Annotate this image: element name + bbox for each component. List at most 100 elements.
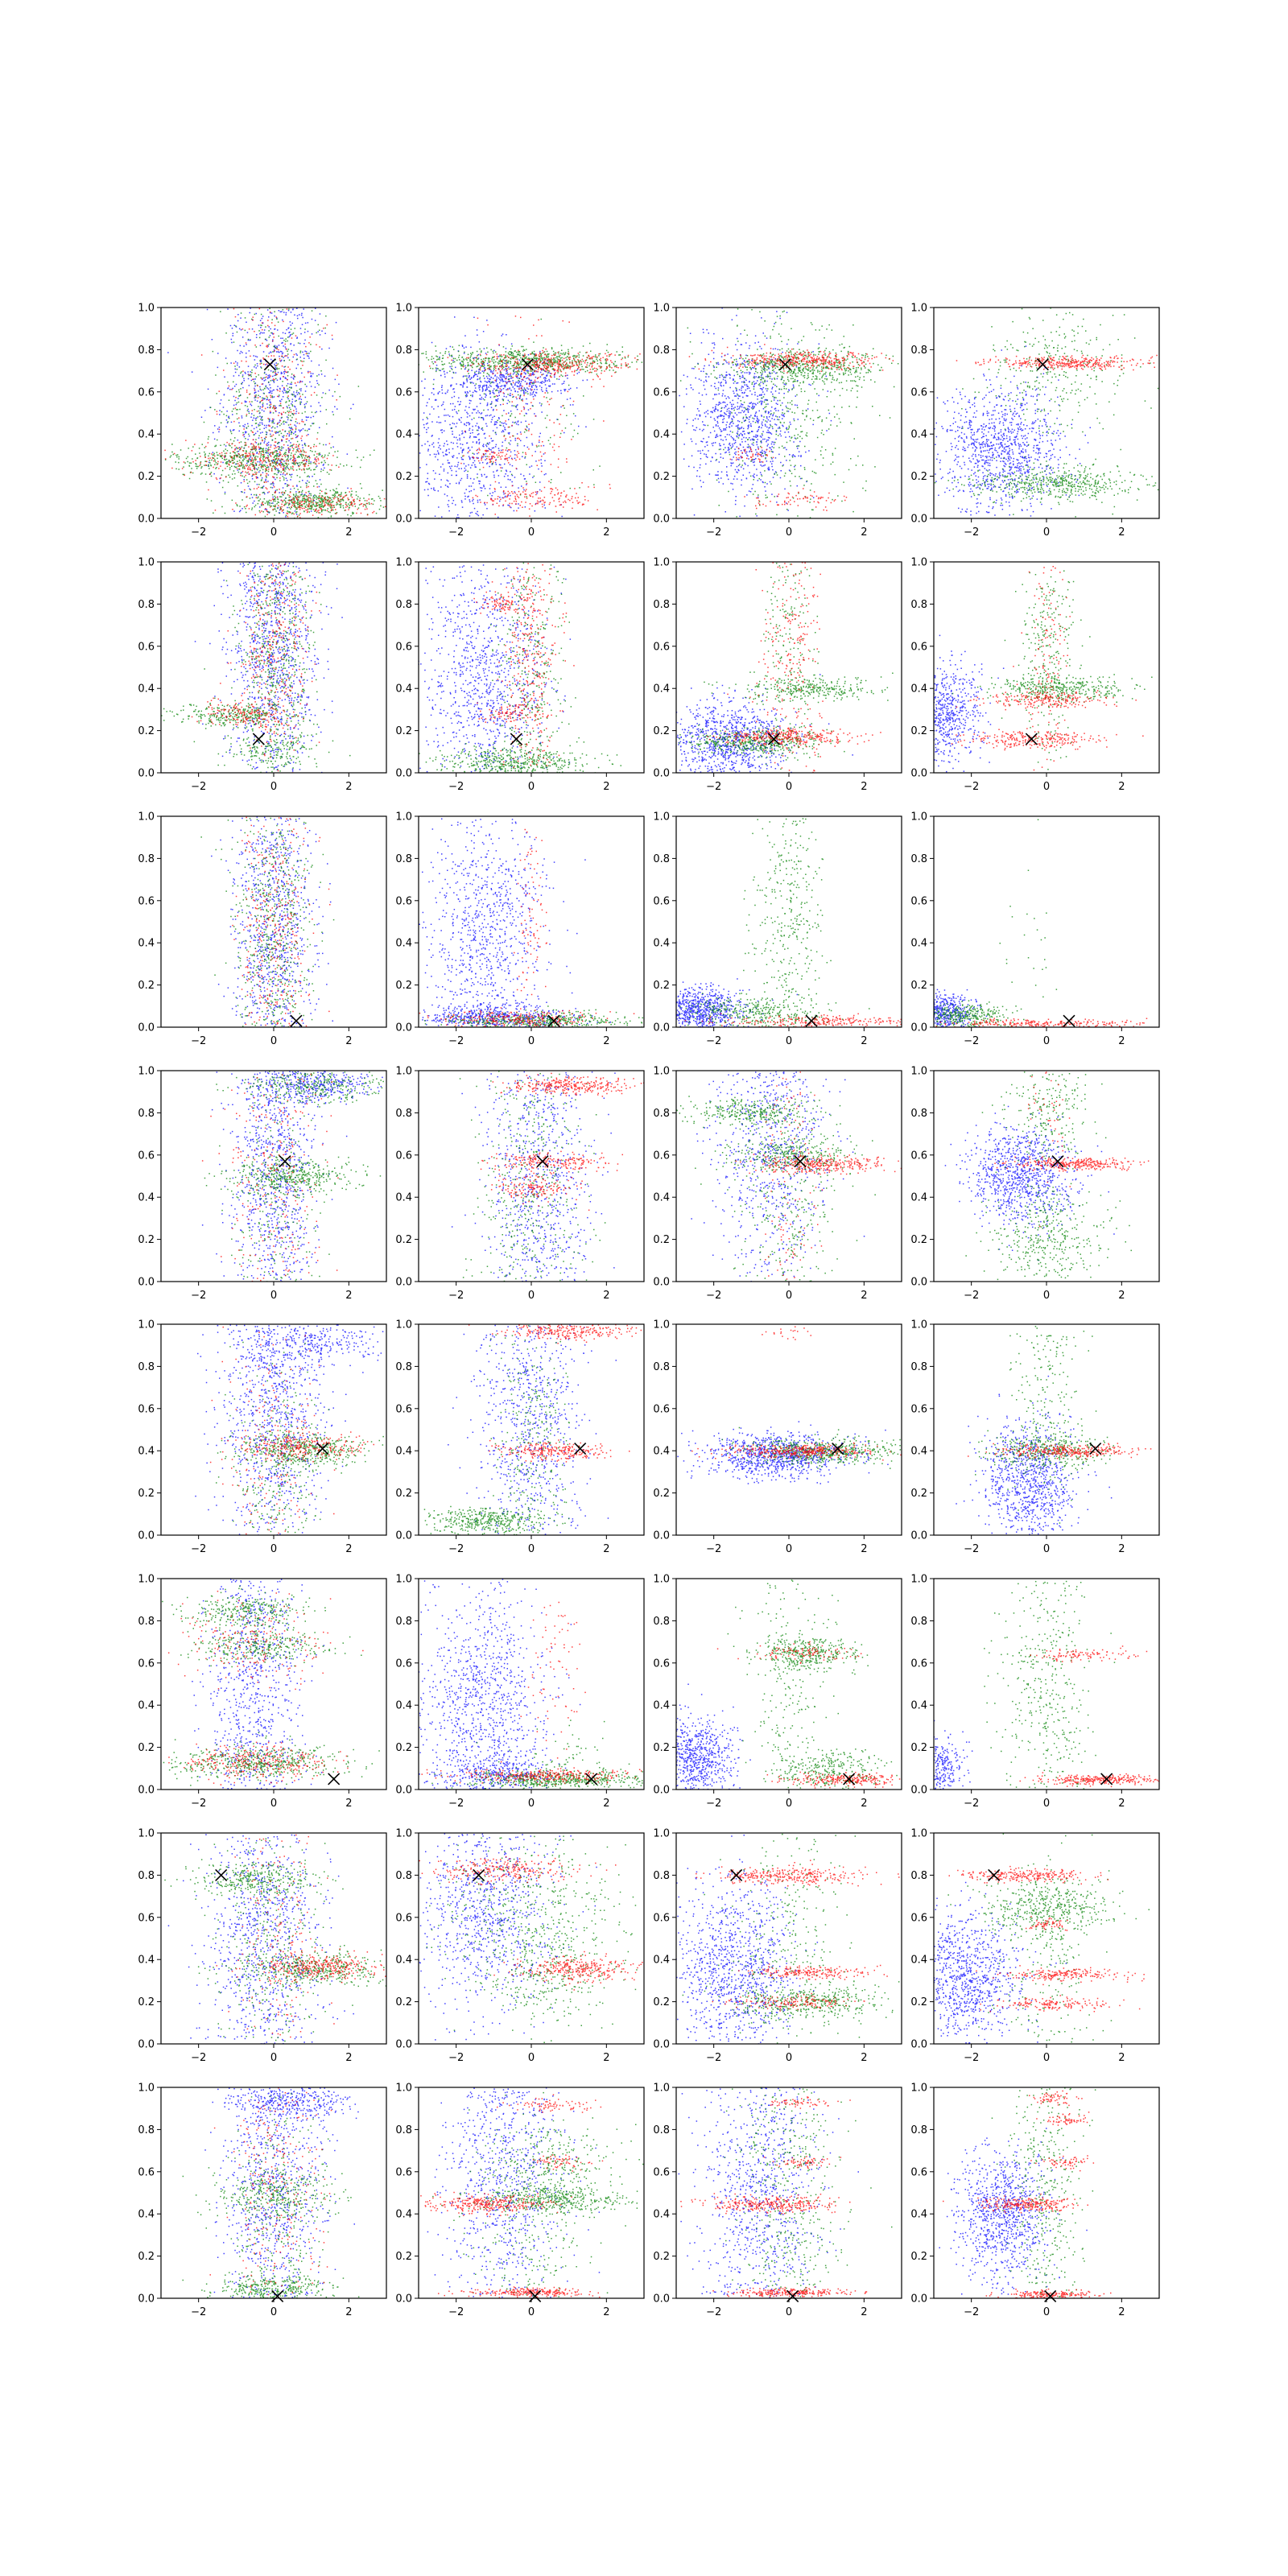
panel-r7-c4: −2 0 2 0.0 0.2 0.4 0.6 0.8 1.0 (910, 1828, 1160, 2064)
y-tick-label: 0.2 (395, 725, 412, 737)
y-tick-label: 0.2 (653, 2251, 670, 2263)
y-tick-label: 0.6 (910, 386, 927, 398)
blue-series-points (676, 308, 832, 518)
blue-series-points (934, 989, 988, 1027)
y-tick-label: 0.4 (138, 938, 155, 950)
y-tick-label: 0.8 (395, 2124, 412, 2136)
x-tick-label: 0 (270, 1543, 277, 1555)
blue-series-points (934, 345, 1091, 517)
y-tick-label: 1.0 (395, 303, 412, 315)
panel-r3-c2: −2 0 2 0.0 0.2 0.4 0.6 0.8 1.0 (395, 811, 645, 1047)
green-series-points (423, 1325, 580, 1535)
y-tick-label: 1.0 (910, 1066, 927, 1078)
y-tick-label: 0.2 (138, 1234, 155, 1246)
x-tick-label: 0 (1043, 526, 1050, 539)
y-tick-label: 0.2 (910, 980, 927, 992)
y-tick-label: 0.6 (138, 2166, 155, 2178)
y-tick-label: 0.8 (138, 2124, 155, 2136)
panel-r6-c2: −2 0 2 0.0 0.2 0.4 0.6 0.8 1.0 (395, 1574, 645, 1810)
blue-series-points (419, 818, 611, 1027)
points-layer (676, 1833, 900, 2044)
panel-frame (933, 561, 1160, 774)
x-tick-label: 0 (786, 1290, 792, 1302)
blue-series-points (678, 2087, 859, 2298)
blue-series-points (419, 1579, 581, 1790)
x-tick-label: −2 (191, 1290, 206, 1302)
red-series-points (735, 1071, 902, 1280)
y-tick-label: 0.2 (653, 725, 670, 737)
y-tick-label: 0.8 (653, 1361, 670, 1373)
x-tick-label: 2 (1118, 2052, 1125, 2064)
y-tick-label: 0.0 (910, 768, 927, 780)
x-marker (252, 733, 265, 745)
x-tick-label: 0 (528, 1290, 535, 1302)
y-tick-label: 0.8 (138, 1361, 155, 1373)
blue-series-points (676, 978, 799, 1027)
blue-series-points (691, 1071, 865, 1282)
y-tick-label: 0.4 (910, 1446, 927, 1458)
x-marker (1063, 1014, 1075, 1027)
x-tick-label: −2 (191, 2052, 206, 2064)
x-tick-label: 0 (1043, 1543, 1050, 1555)
x-marker (574, 1443, 587, 1455)
y-tick-label: 0.0 (653, 514, 670, 526)
x-tick-label: −2 (448, 2306, 464, 2318)
red-series-points (968, 1443, 1152, 1460)
x-tick-label: 0 (270, 526, 277, 539)
y-tick-label: 0.0 (395, 2293, 412, 2306)
y-tick-label: 1.0 (138, 811, 155, 824)
y-tick-label: 0.8 (653, 1108, 670, 1120)
y-tick-label: 0.0 (653, 1022, 670, 1034)
points-layer (934, 819, 1148, 1027)
x-tick-label: −2 (191, 1798, 206, 1810)
y-tick-label: 0.4 (395, 2209, 412, 2221)
y-tick-label: 0.6 (653, 1657, 670, 1670)
y-tick-label: 0.6 (395, 1657, 412, 1670)
y-tick-label: 1.0 (395, 557, 412, 569)
panel-r3-c1: −2 0 2 0.0 0.2 0.4 0.6 0.8 1.0 (138, 811, 387, 1047)
x-tick-label: −2 (964, 1290, 979, 1302)
x-tick-label: 2 (345, 1543, 352, 1555)
y-tick-label: 0.6 (910, 1403, 927, 1415)
x-marker (767, 733, 780, 745)
x-marker (215, 1868, 228, 1881)
y-tick-label: 0.6 (910, 1657, 927, 1670)
y-tick-label: 1.0 (395, 1319, 412, 1331)
x-marker (843, 1773, 856, 1785)
green-series-points (419, 2091, 644, 2298)
x-marker (263, 358, 276, 371)
x-tick-label: −2 (191, 1035, 206, 1047)
y-tick-label: 0.6 (910, 2166, 927, 2178)
y-tick-label: 0.0 (138, 1022, 155, 1034)
x-tick-label: −2 (448, 1290, 464, 1302)
y-tick-label: 1.0 (395, 1574, 412, 1586)
x-tick-label: 0 (270, 781, 277, 793)
x-tick-label: 0 (528, 781, 535, 793)
y-tick-label: 0.4 (395, 1192, 412, 1204)
y-tick-label: 1.0 (653, 303, 670, 315)
blue-series-points (427, 2087, 601, 2298)
points-layer (200, 816, 335, 1027)
y-tick-label: 0.0 (395, 1785, 412, 1797)
x-tick-label: 2 (861, 781, 867, 793)
y-tick-label: 1.0 (653, 1574, 670, 1586)
y-tick-label: 0.2 (910, 1742, 927, 1754)
x-tick-label: 0 (786, 1543, 792, 1555)
green-series-points (934, 819, 1063, 1027)
panel-r7-c3: −2 0 2 0.0 0.2 0.4 0.6 0.8 1.0 (653, 1828, 902, 2064)
points-layer (182, 2087, 360, 2298)
panel-frame (933, 1323, 1160, 1536)
points-layer (677, 1326, 902, 1484)
x-tick-label: 2 (603, 2306, 609, 2318)
points-layer (934, 1580, 1159, 1790)
y-tick-label: 0.8 (395, 1361, 412, 1373)
y-tick-label: 0.2 (910, 1234, 927, 1246)
y-tick-label: 0.6 (653, 641, 670, 653)
panel-r2-c4: −2 0 2 0.0 0.2 0.4 0.6 0.8 1.0 (910, 557, 1160, 793)
points-layer (956, 1326, 1152, 1535)
x-tick-label: 2 (603, 526, 609, 539)
y-tick-label: 1.0 (395, 2083, 412, 2095)
y-tick-label: 0.6 (138, 1150, 155, 1162)
panel-r2-c2: −2 0 2 0.0 0.2 0.4 0.6 0.8 1.0 (395, 557, 645, 793)
x-marker (1051, 1155, 1064, 1168)
